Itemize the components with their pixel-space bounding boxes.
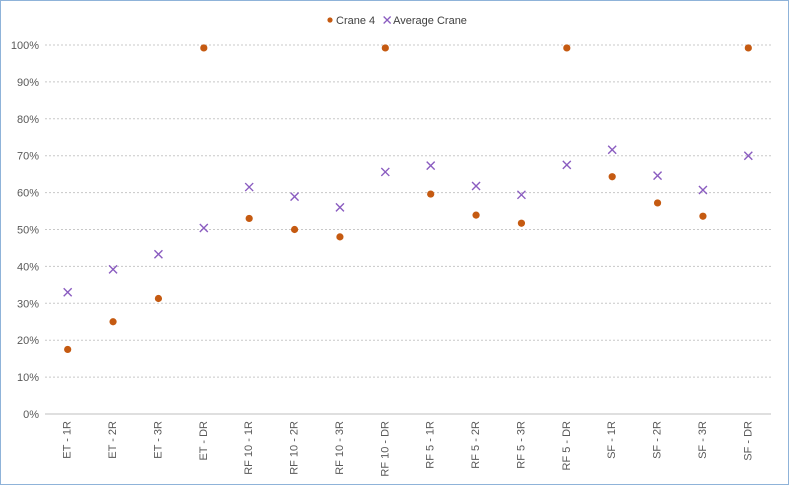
data-point <box>109 318 117 326</box>
x-tick-label: RF 10 - 3R <box>334 421 346 475</box>
y-tick-label: 60% <box>17 188 39 200</box>
x-tick-label: RF 10 - 1R <box>243 421 255 475</box>
data-point <box>199 223 209 233</box>
y-tick-label: 20% <box>17 335 39 347</box>
x-tick-label: SF - 1R <box>606 421 618 459</box>
data-point <box>562 160 572 170</box>
data-point <box>698 185 708 195</box>
legend: Crane 4 Average Crane <box>327 15 467 27</box>
data-point <box>200 44 208 52</box>
data-point <box>471 181 481 191</box>
data-point <box>154 294 163 303</box>
x-tick-label: RF 5 - 3R <box>515 421 527 469</box>
y-tick-label: 90% <box>17 77 39 89</box>
x-tick-label: ET - 1R <box>62 421 74 459</box>
data-point <box>653 171 663 181</box>
data-point <box>64 345 72 354</box>
gridlines <box>45 44 771 415</box>
data-point <box>517 219 526 227</box>
x-tick-label: ET - 3R <box>152 421 164 459</box>
legend-marker <box>383 16 392 24</box>
data-point <box>153 249 163 259</box>
data-point <box>335 202 345 212</box>
data-point <box>744 44 752 52</box>
data-point <box>608 173 616 181</box>
series-average-crane <box>63 145 753 297</box>
data-point <box>653 199 662 207</box>
legend-label: Crane 4 <box>336 15 375 27</box>
x-tick-label: RF 10 - DR <box>379 421 391 477</box>
x-tick-label: RF 10 - 2R <box>289 421 301 475</box>
data-point <box>290 192 300 202</box>
x-tick-label: SF - 3R <box>697 421 709 459</box>
y-tick-label: 80% <box>17 114 39 126</box>
data-point <box>336 233 344 241</box>
y-tick-label: 30% <box>17 298 39 310</box>
data-point <box>743 151 753 161</box>
data-point <box>108 264 118 274</box>
data-point <box>290 225 299 234</box>
y-tick-label: 0% <box>23 409 39 421</box>
y-tick-label: 50% <box>17 225 39 237</box>
data-point <box>245 214 253 223</box>
y-tick-label: 70% <box>17 151 39 163</box>
y-tick-label: 40% <box>17 261 39 273</box>
data-point <box>244 182 254 192</box>
x-axis-tick-labels: ET - 1R ET - 2R ET - 3R ET - DR RF 10 - 1R RF… <box>62 421 755 477</box>
x-tick-label: RF 5 - 1R <box>425 421 437 469</box>
data-point <box>607 145 617 155</box>
x-tick-label: SF - DR <box>742 421 754 461</box>
data-point <box>472 211 480 219</box>
y-tick-label: 100% <box>11 40 39 52</box>
legend-item: Crane 4 <box>327 15 375 27</box>
data-point <box>63 287 73 297</box>
data-point <box>427 190 435 198</box>
y-axis-tick-labels: 0% 10% 20% 30% 40% 50% 60% 70% 80% 90% 100% <box>11 40 39 421</box>
series-crane-4 <box>64 44 752 354</box>
legend-item: Average Crane <box>383 15 467 27</box>
x-tick-label: ET - 2R <box>107 421 119 459</box>
x-tick-label: ET - DR <box>198 421 210 461</box>
x-tick-label: RF 5 - DR <box>561 421 573 471</box>
y-tick-label: 10% <box>17 372 39 384</box>
x-tick-label: SF - 2R <box>652 421 664 459</box>
legend-label: Average Crane <box>393 15 467 27</box>
x-tick-label: RF 5 - 2R <box>470 421 482 469</box>
data-point <box>563 44 571 52</box>
data-series <box>63 44 753 354</box>
legend-marker <box>327 17 333 23</box>
data-point <box>381 44 389 52</box>
data-point <box>380 167 390 177</box>
data-point <box>699 212 707 220</box>
data-point <box>516 190 526 200</box>
data-point <box>426 161 436 171</box>
